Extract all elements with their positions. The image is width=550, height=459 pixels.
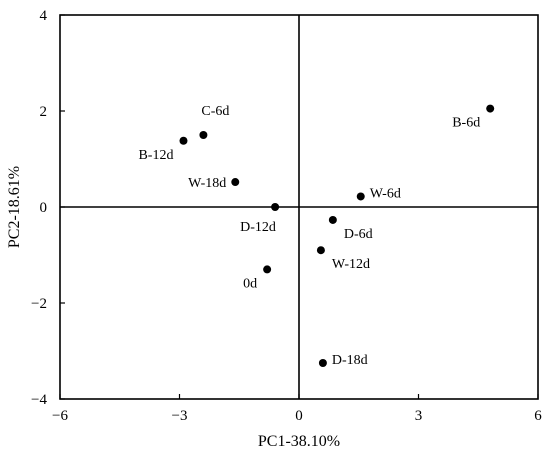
data-point <box>486 104 495 113</box>
point-label: D-6d <box>344 227 373 242</box>
point-label: C-6d <box>201 104 229 119</box>
axis-ticks: −6 −3 0 3 6 −4 −2 0 2 4 <box>31 8 542 424</box>
y-axis-title: PC2-18.61% <box>6 166 23 248</box>
data-point <box>356 192 365 201</box>
point-label: W-12d <box>332 257 370 272</box>
data-points: B-6d C-6d B-12d W-18d W-6d D-12d D-6d W-12d 0d D-… <box>138 104 495 368</box>
zero-lines <box>60 15 538 399</box>
y-tick-label: 2 <box>40 104 48 120</box>
y-tick-label: −2 <box>31 296 47 312</box>
y-tick-label: 0 <box>40 200 48 216</box>
data-point <box>316 246 325 255</box>
data-point <box>231 178 240 187</box>
x-tick-label: 6 <box>534 408 542 424</box>
data-point <box>271 203 280 211</box>
data-point <box>318 359 327 367</box>
data-point <box>328 215 337 224</box>
data-point <box>263 265 272 274</box>
x-tick-label: 0 <box>295 408 303 424</box>
x-tick-label: 3 <box>415 408 423 424</box>
point-label: B-12d <box>138 148 173 163</box>
y-tick-label: −4 <box>31 392 47 408</box>
data-point <box>199 131 208 139</box>
point-label: D-18d <box>332 353 368 368</box>
point-label: B-6d <box>452 116 480 131</box>
x-tick-label: −3 <box>172 408 188 424</box>
point-label: D-12d <box>240 220 276 235</box>
point-label: W-18d <box>188 176 226 191</box>
point-label: 0d <box>243 276 257 291</box>
data-point <box>179 136 188 145</box>
x-tick-label: −6 <box>52 408 68 424</box>
y-tick-label: 4 <box>40 8 48 24</box>
point-label: W-6d <box>370 186 401 201</box>
x-axis-title: PC1-38.10% <box>258 433 340 450</box>
